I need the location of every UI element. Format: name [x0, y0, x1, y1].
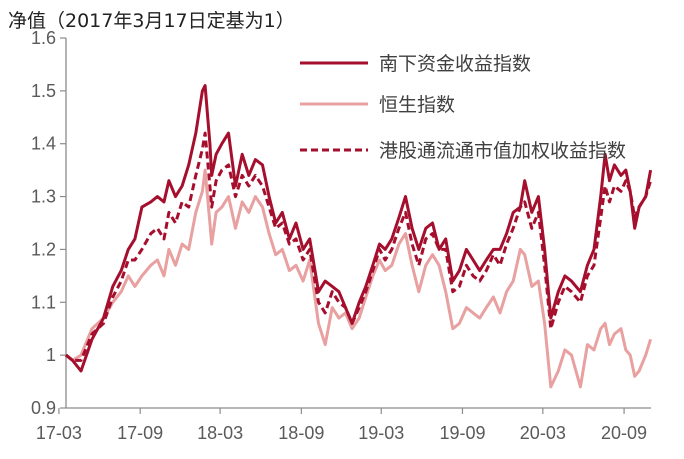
- y-tick-label: 0.9: [31, 398, 56, 418]
- series-line-0: [65, 84, 653, 373]
- x-tick-label: 18-09: [278, 423, 324, 443]
- x-tick-label: 17-09: [117, 423, 163, 443]
- x-tick-label: 20-03: [520, 423, 566, 443]
- y-tick-label: 1.4: [31, 134, 56, 154]
- legend-label-2: 港股通流通市值加权收益指数: [379, 140, 626, 162]
- chart-title: 净值（2017年3月17日定基为1）: [8, 10, 295, 32]
- y-tick-label: 1.5: [31, 81, 56, 101]
- legend-label-1: 恒生指数: [379, 94, 455, 116]
- y-tick-label: 1.3: [31, 187, 56, 207]
- x-tick-label: 19-03: [358, 423, 404, 443]
- series-line-1: [65, 168, 653, 389]
- axes: 0.9 1 1.1 1.2 1.3 1.4 1.5 1.6 17-03 17-09 18-03 18-…: [31, 28, 651, 443]
- y-tick-label: 1.6: [31, 28, 56, 48]
- legend-label-0: 南下资金收益指数: [379, 53, 531, 75]
- y-tick-label: 1: [46, 345, 56, 365]
- x-tick-label: 19-09: [439, 423, 485, 443]
- series-layer: [65, 84, 653, 389]
- y-tick-label: 1.1: [31, 292, 56, 312]
- x-tick-label: 18-03: [197, 423, 243, 443]
- x-tick-label: 17-03: [36, 423, 82, 443]
- series-line-2: [65, 131, 653, 362]
- y-tick-label: 1.2: [31, 239, 56, 259]
- x-tick-label: 20-09: [601, 423, 647, 443]
